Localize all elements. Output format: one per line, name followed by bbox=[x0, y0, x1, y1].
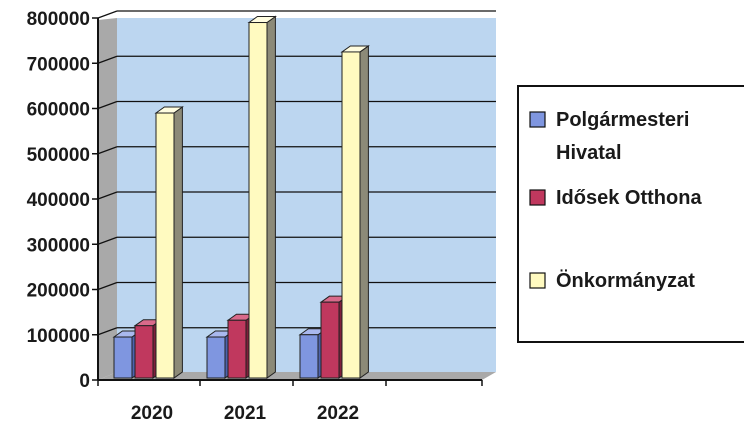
side-wall bbox=[98, 18, 117, 380]
gridline-side bbox=[97, 191, 118, 200]
y-axis: 0 100000 200000 300000 400000 500000 600000 700… bbox=[27, 9, 99, 392]
bar-front bbox=[206, 336, 226, 379]
bar-front bbox=[113, 336, 133, 379]
bar-front bbox=[341, 51, 361, 379]
x-axis: 2020 2021 2022 bbox=[97, 379, 483, 424]
bar-2020-3 bbox=[154, 106, 184, 379]
x-tick-label: 2021 bbox=[224, 403, 267, 424]
bar-front bbox=[299, 334, 319, 379]
y-tick-label: 300000 bbox=[27, 235, 90, 256]
gridline-side bbox=[97, 55, 118, 64]
legend: Polgármesteri Hivatal Idősek Otthona Önkorm… bbox=[517, 85, 744, 343]
y-tick-label: 600000 bbox=[27, 100, 90, 121]
gridline-side bbox=[97, 146, 118, 155]
legend-label: Polgármesteri bbox=[556, 109, 689, 131]
legend-swatch bbox=[529, 189, 546, 206]
bar-side bbox=[173, 106, 183, 379]
legend-box bbox=[517, 85, 744, 343]
gridline-side bbox=[97, 327, 118, 336]
legend-label: Önkormányzat bbox=[556, 269, 695, 292]
gridline-side bbox=[97, 10, 118, 19]
x-tick-label: 2020 bbox=[131, 403, 173, 424]
y-tick-label: 700000 bbox=[27, 54, 90, 75]
legend-swatch bbox=[529, 272, 546, 289]
gridline-side bbox=[97, 236, 118, 245]
bar-side bbox=[359, 44, 369, 379]
bar-front bbox=[155, 112, 175, 379]
bar-2021-3 bbox=[247, 15, 277, 379]
bars bbox=[112, 15, 370, 379]
bar-front bbox=[227, 319, 247, 379]
legend-label: Idősek Otthona bbox=[556, 187, 702, 209]
bar-front bbox=[320, 301, 340, 379]
floor bbox=[98, 372, 496, 380]
y-tick-label: 0 bbox=[79, 371, 90, 392]
y-tick-label: 400000 bbox=[27, 190, 90, 211]
y-tick-label: 100000 bbox=[27, 326, 90, 347]
legend-label: Hivatal bbox=[556, 142, 622, 164]
gridline-side bbox=[97, 100, 118, 110]
bar-front bbox=[248, 22, 268, 379]
x-tick-label: 2022 bbox=[317, 403, 359, 424]
bar-2022-3 bbox=[340, 44, 370, 379]
legend-swatch bbox=[529, 111, 546, 128]
y-tick-label: 500000 bbox=[27, 145, 90, 166]
gridline-side bbox=[97, 281, 118, 291]
bar-front bbox=[134, 325, 154, 379]
bar-side bbox=[266, 15, 276, 379]
y-tick-label: 800000 bbox=[27, 9, 90, 30]
y-tick-label: 200000 bbox=[27, 281, 90, 302]
